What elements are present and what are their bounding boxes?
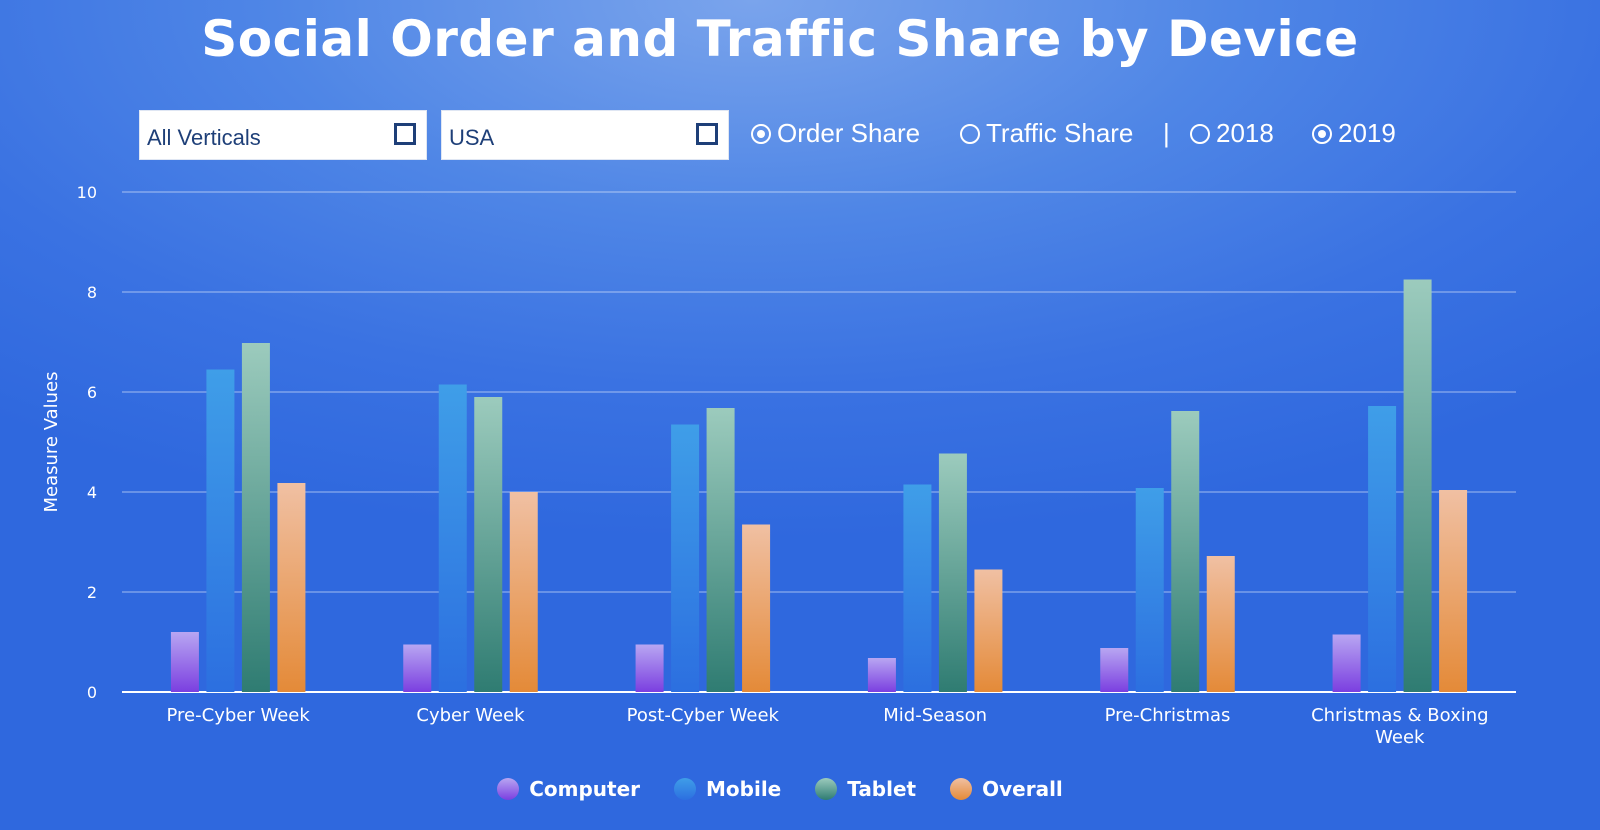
- legend-label: Tablet: [847, 777, 917, 801]
- bar-computer[interactable]: [403, 644, 432, 693]
- bar-overall[interactable]: [277, 483, 306, 692]
- radio-order-share-label: Order Share: [777, 118, 921, 148]
- x-tick-label: Christmas & Boxing Week: [1311, 705, 1489, 748]
- bar-tablet[interactable]: [1171, 411, 1200, 692]
- bar-tablet[interactable]: [706, 408, 735, 692]
- country-dropdown-value: USA: [449, 125, 495, 150]
- radio-order-share[interactable]: Order Share: [751, 118, 920, 149]
- legend-swatch: [497, 778, 520, 800]
- x-tick-label: Pre-Cyber Week: [167, 705, 311, 726]
- legend-item-mobile[interactable]: Mobile: [674, 777, 781, 801]
- legend-item-tablet[interactable]: Tablet: [815, 777, 916, 801]
- checkbox-icon: [394, 123, 416, 145]
- vertical-dropdown-value: All Verticals: [147, 125, 261, 150]
- bar-tablet[interactable]: [1403, 279, 1432, 693]
- x-tick-label: Pre-Christmas: [1105, 705, 1231, 726]
- bar-overall[interactable]: [974, 569, 1003, 693]
- x-tick-label: Post-Cyber Week: [627, 705, 780, 726]
- y-tick-label: 4: [87, 483, 97, 502]
- bar-overall[interactable]: [742, 524, 771, 693]
- legend-swatch: [815, 778, 838, 800]
- vertical-dropdown[interactable]: All Verticals: [139, 110, 427, 160]
- bar-mobile[interactable]: [206, 369, 235, 693]
- legend-label: Mobile: [706, 777, 782, 801]
- page-title: Social Order and Traffic Share by Device: [201, 10, 1359, 68]
- radio-icon: [960, 123, 980, 144]
- radio-year-2018[interactable]: 2018: [1190, 118, 1274, 149]
- bar-tablet[interactable]: [938, 453, 967, 693]
- bar-mobile[interactable]: [671, 424, 700, 693]
- radio-traffic-share-label: Traffic Share: [986, 118, 1134, 148]
- legend-item-computer[interactable]: Computer: [497, 777, 640, 801]
- checkbox-icon: [696, 123, 718, 145]
- y-tick-label: 10: [77, 183, 97, 202]
- radio-year-2019[interactable]: 2019: [1312, 118, 1396, 149]
- options-separator: |: [1163, 118, 1170, 148]
- radio-icon: [751, 123, 771, 144]
- bar-mobile[interactable]: [1135, 488, 1164, 692]
- x-tick-label: Mid-Season: [883, 705, 987, 726]
- y-axis-title: Measure Values: [41, 371, 62, 512]
- radio-year-2018-label: 2018: [1216, 118, 1274, 148]
- bar-computer[interactable]: [170, 632, 199, 692]
- bar-mobile[interactable]: [438, 384, 467, 693]
- legend-label: Computer: [529, 777, 641, 801]
- bar-computer[interactable]: [1332, 634, 1361, 693]
- bar-computer[interactable]: [867, 658, 896, 692]
- bar-mobile[interactable]: [1368, 406, 1397, 692]
- radio-traffic-share[interactable]: Traffic Share: [960, 118, 1133, 149]
- bar-overall[interactable]: [1206, 556, 1235, 692]
- bar-tablet[interactable]: [474, 397, 503, 692]
- bar-computer[interactable]: [1100, 648, 1129, 692]
- legend-label: Overall: [982, 777, 1063, 801]
- chart-legend: Computer Mobile Tablet Overall: [0, 777, 1560, 801]
- y-tick-label: 6: [87, 383, 97, 402]
- y-tick-label: 8: [87, 283, 97, 302]
- bar-overall[interactable]: [1439, 490, 1468, 692]
- bar-tablet[interactable]: [241, 343, 270, 692]
- radio-icon: [1312, 123, 1332, 144]
- x-tick-label: Cyber Week: [416, 705, 525, 726]
- radio-year-2019-label: 2019: [1338, 118, 1396, 148]
- legend-swatch: [950, 778, 973, 800]
- country-dropdown[interactable]: USA: [441, 110, 729, 160]
- y-tick-label: 2: [87, 583, 97, 602]
- bar-mobile[interactable]: [903, 484, 932, 693]
- bar-computer[interactable]: [635, 644, 664, 693]
- bar-overall[interactable]: [509, 492, 538, 692]
- legend-item-overall[interactable]: Overall: [950, 777, 1063, 801]
- radio-icon: [1190, 123, 1210, 144]
- y-tick-label: 0: [87, 683, 97, 702]
- legend-swatch: [674, 778, 697, 800]
